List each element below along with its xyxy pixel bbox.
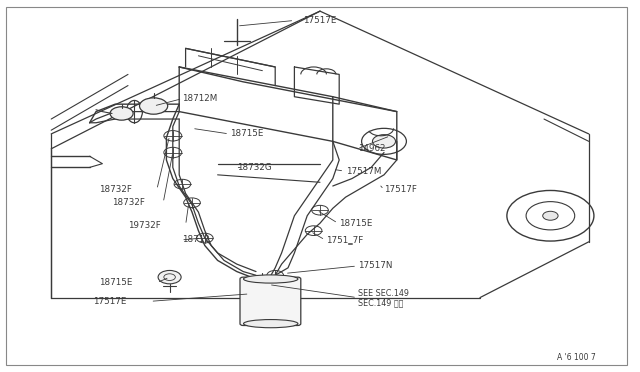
Text: 17517M: 17517M <box>346 167 381 176</box>
Circle shape <box>372 135 396 148</box>
Circle shape <box>140 98 168 114</box>
FancyBboxPatch shape <box>6 7 627 365</box>
Text: 19732F: 19732F <box>128 221 161 230</box>
Text: SEE SEC.149: SEE SEC.149 <box>358 289 410 298</box>
Text: 17517E: 17517E <box>93 297 126 306</box>
Text: 18732F: 18732F <box>99 185 132 194</box>
Text: 17517E: 17517E <box>303 16 337 25</box>
Text: 17517N: 17517N <box>358 262 393 270</box>
Text: 17517F: 17517F <box>384 185 417 194</box>
Text: 1751‗7F: 1751‗7F <box>326 235 364 244</box>
Circle shape <box>158 270 181 284</box>
Text: 18715E: 18715E <box>339 219 372 228</box>
Circle shape <box>543 211 558 220</box>
Circle shape <box>110 107 133 120</box>
Text: 18712: 18712 <box>182 235 210 244</box>
Ellipse shape <box>243 275 298 283</box>
Text: A '6 100 7: A '6 100 7 <box>557 353 596 362</box>
FancyBboxPatch shape <box>240 277 301 326</box>
Text: 18732F: 18732F <box>112 198 145 207</box>
Text: 18712M: 18712M <box>182 94 218 103</box>
Text: 18732G: 18732G <box>237 163 271 172</box>
Text: 18715E: 18715E <box>99 278 132 287</box>
Text: 18715E: 18715E <box>230 129 264 138</box>
Text: 14962: 14962 <box>358 144 386 153</box>
Ellipse shape <box>243 320 298 328</box>
Text: SEC.149 参照: SEC.149 参照 <box>358 299 404 308</box>
